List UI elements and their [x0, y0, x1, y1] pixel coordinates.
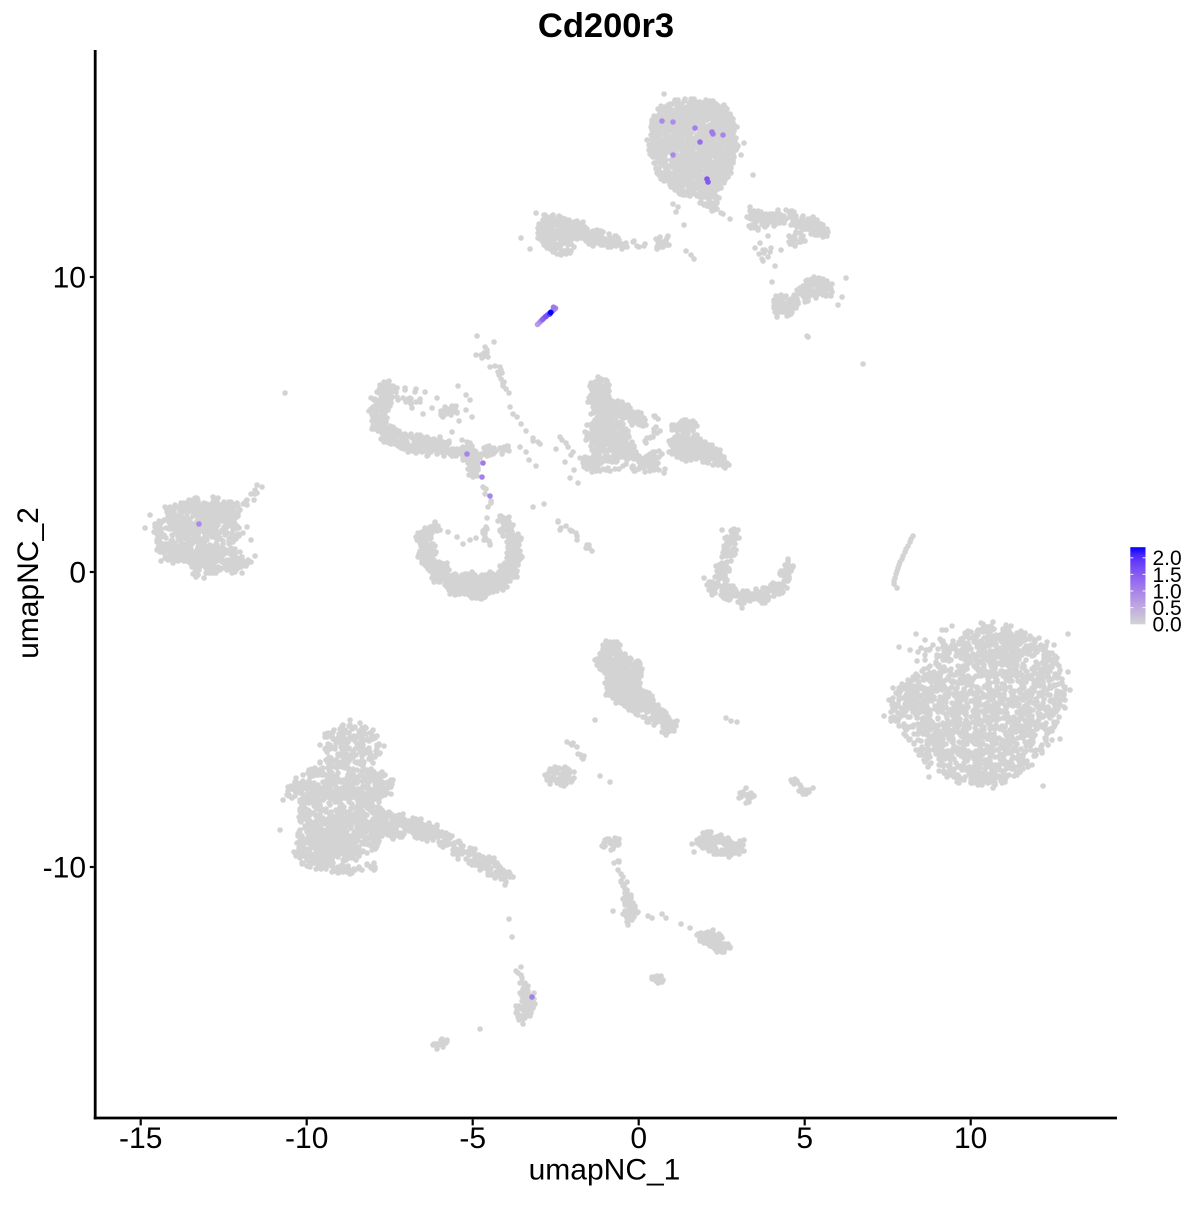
- svg-text:-10: -10: [285, 1122, 328, 1155]
- svg-text:1.0: 1.0: [1153, 580, 1182, 603]
- svg-text:-10: -10: [43, 852, 86, 885]
- svg-text:1.5: 1.5: [1153, 564, 1182, 587]
- svg-text:-15: -15: [119, 1122, 162, 1155]
- svg-text:umapNC_1: umapNC_1: [529, 1154, 681, 1187]
- svg-text:umapNC_2: umapNC_2: [12, 507, 45, 659]
- svg-text:0: 0: [630, 1122, 647, 1155]
- svg-text:Cd200r3: Cd200r3: [538, 7, 674, 45]
- svg-text:0: 0: [69, 557, 86, 590]
- svg-text:5: 5: [796, 1122, 813, 1155]
- svg-text:0.5: 0.5: [1153, 597, 1182, 620]
- svg-text:-5: -5: [459, 1122, 486, 1155]
- svg-text:10: 10: [53, 262, 86, 295]
- svg-text:0.0: 0.0: [1153, 614, 1182, 637]
- svg-text:2.0: 2.0: [1153, 547, 1182, 570]
- svg-text:10: 10: [954, 1122, 987, 1155]
